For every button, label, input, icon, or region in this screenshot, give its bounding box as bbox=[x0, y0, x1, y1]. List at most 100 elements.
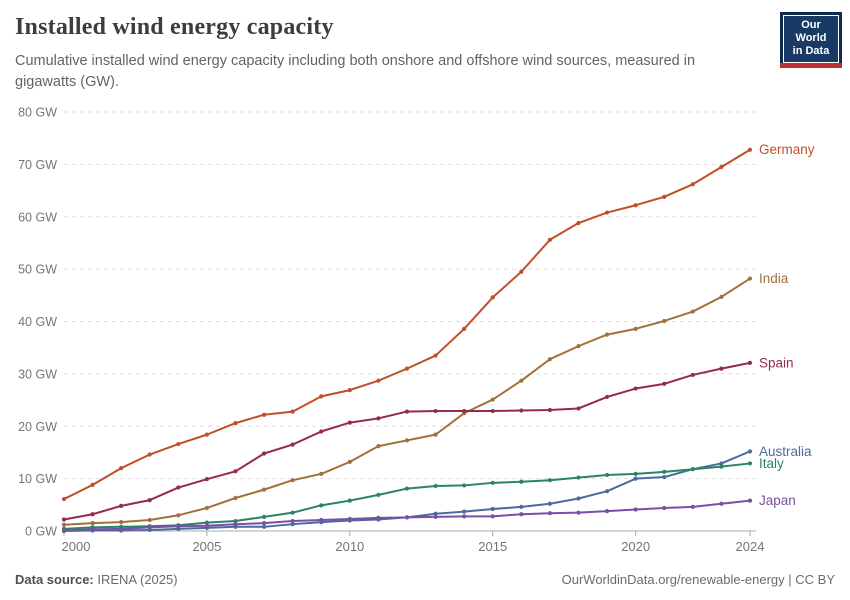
series-line-germany[interactable] bbox=[63, 148, 751, 501]
data-point[interactable] bbox=[490, 295, 495, 300]
data-point[interactable] bbox=[347, 388, 352, 393]
data-point[interactable] bbox=[662, 194, 667, 199]
data-point[interactable] bbox=[376, 515, 381, 521]
series-label-india[interactable]: India bbox=[759, 271, 789, 286]
data-point[interactable] bbox=[547, 237, 553, 242]
data-point[interactable] bbox=[233, 421, 238, 426]
data-point[interactable] bbox=[519, 408, 524, 413]
data-point[interactable] bbox=[319, 394, 324, 399]
data-point[interactable] bbox=[547, 511, 553, 516]
data-point[interactable] bbox=[433, 432, 438, 437]
data-point[interactable] bbox=[176, 513, 181, 518]
data-point[interactable] bbox=[290, 409, 295, 414]
data-point[interactable] bbox=[747, 449, 753, 454]
data-point[interactable] bbox=[690, 372, 695, 378]
series-label-australia[interactable]: Australia bbox=[759, 444, 812, 459]
data-point[interactable] bbox=[233, 518, 238, 524]
data-point[interactable] bbox=[576, 406, 581, 411]
data-point[interactable] bbox=[433, 353, 438, 358]
data-point[interactable] bbox=[547, 478, 553, 483]
data-point[interactable] bbox=[747, 147, 753, 152]
data-point[interactable] bbox=[147, 497, 152, 503]
data-point[interactable] bbox=[490, 397, 495, 402]
data-point[interactable] bbox=[719, 501, 724, 506]
data-point[interactable] bbox=[319, 429, 324, 434]
series-label-germany[interactable]: Germany bbox=[759, 142, 815, 157]
data-point[interactable] bbox=[204, 523, 210, 528]
data-point[interactable] bbox=[547, 407, 553, 413]
data-point[interactable] bbox=[376, 444, 381, 449]
data-point[interactable] bbox=[462, 326, 467, 331]
data-point[interactable] bbox=[690, 182, 695, 187]
data-point[interactable] bbox=[376, 378, 381, 383]
data-point[interactable] bbox=[662, 318, 667, 324]
data-point[interactable] bbox=[633, 471, 638, 477]
data-point[interactable] bbox=[176, 524, 181, 529]
data-point[interactable] bbox=[119, 503, 124, 508]
data-point[interactable] bbox=[261, 521, 267, 526]
data-point[interactable] bbox=[576, 344, 581, 349]
data-point[interactable] bbox=[719, 366, 724, 371]
data-point[interactable] bbox=[347, 420, 352, 425]
data-point[interactable] bbox=[433, 483, 438, 489]
data-point[interactable] bbox=[719, 294, 724, 299]
data-point[interactable] bbox=[576, 496, 581, 501]
data-point[interactable] bbox=[404, 515, 410, 520]
data-point[interactable] bbox=[519, 269, 524, 274]
data-point[interactable] bbox=[662, 505, 667, 511]
data-point[interactable] bbox=[604, 394, 610, 400]
data-point[interactable] bbox=[347, 498, 352, 503]
data-point[interactable] bbox=[604, 332, 610, 337]
data-point[interactable] bbox=[490, 514, 495, 519]
data-point[interactable] bbox=[604, 508, 610, 514]
data-point[interactable] bbox=[290, 522, 295, 527]
data-point[interactable] bbox=[547, 501, 553, 506]
data-point[interactable] bbox=[747, 276, 753, 281]
data-point[interactable] bbox=[662, 381, 667, 386]
data-point[interactable] bbox=[319, 517, 324, 523]
data-point[interactable] bbox=[147, 525, 152, 530]
data-point[interactable] bbox=[90, 512, 95, 517]
data-point[interactable] bbox=[376, 416, 381, 421]
data-point[interactable] bbox=[404, 438, 410, 443]
data-point[interactable] bbox=[462, 509, 467, 514]
data-point[interactable] bbox=[90, 527, 95, 532]
data-point[interactable] bbox=[747, 498, 753, 503]
data-point[interactable] bbox=[233, 495, 238, 501]
data-point[interactable] bbox=[519, 512, 524, 517]
data-point[interactable] bbox=[176, 485, 181, 490]
data-point[interactable] bbox=[290, 442, 295, 447]
data-point[interactable] bbox=[490, 506, 495, 512]
series-label-italy[interactable]: Italy bbox=[759, 456, 784, 471]
data-point[interactable] bbox=[690, 504, 695, 510]
data-point[interactable] bbox=[490, 480, 495, 485]
data-point[interactable] bbox=[376, 492, 381, 497]
data-point[interactable] bbox=[61, 528, 67, 533]
data-point[interactable] bbox=[519, 479, 524, 484]
data-point[interactable] bbox=[233, 522, 238, 527]
data-point[interactable] bbox=[719, 464, 724, 469]
data-point[interactable] bbox=[433, 408, 438, 414]
data-point[interactable] bbox=[576, 475, 581, 480]
data-point[interactable] bbox=[576, 510, 581, 515]
data-point[interactable] bbox=[204, 505, 210, 511]
data-point[interactable] bbox=[404, 366, 410, 371]
data-point[interactable] bbox=[576, 220, 581, 226]
data-point[interactable] bbox=[404, 486, 410, 491]
data-point[interactable] bbox=[633, 203, 638, 208]
data-point[interactable] bbox=[119, 519, 124, 525]
data-point[interactable] bbox=[204, 432, 210, 437]
data-point[interactable] bbox=[147, 452, 152, 457]
data-point[interactable] bbox=[462, 514, 467, 519]
data-point[interactable] bbox=[261, 524, 267, 529]
data-point[interactable] bbox=[61, 522, 67, 527]
data-point[interactable] bbox=[261, 451, 267, 456]
data-point[interactable] bbox=[547, 357, 553, 362]
data-point[interactable] bbox=[61, 496, 67, 502]
data-point[interactable] bbox=[462, 408, 467, 414]
data-point[interactable] bbox=[719, 461, 724, 466]
data-point[interactable] bbox=[662, 474, 667, 480]
data-point[interactable] bbox=[690, 467, 695, 472]
data-point[interactable] bbox=[719, 164, 724, 170]
